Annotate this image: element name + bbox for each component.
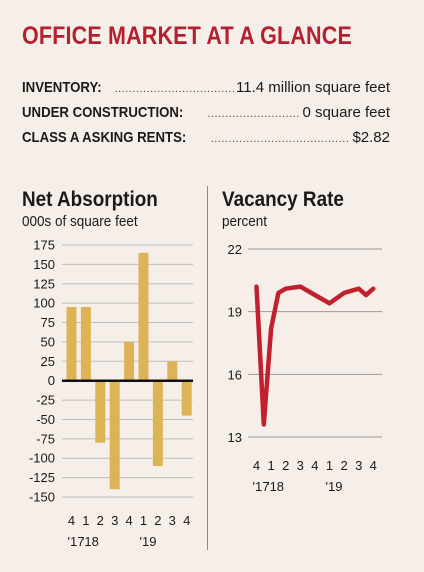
absorption-y-tick-label: 75	[41, 315, 55, 330]
absorption-year-label: '17	[68, 534, 85, 549]
stat-leader: ......................................	[114, 83, 234, 95]
absorption-year-label: '18	[82, 534, 99, 549]
absorption-x-tick-label: 4	[183, 513, 190, 528]
absorption-x-tick-label: 4	[68, 513, 75, 528]
absorption-y-tick-label: -150	[29, 490, 55, 505]
absorption-y-tick-label: -100	[29, 451, 55, 466]
page-title: OFFICE MARKET AT A GLANCE	[22, 22, 352, 50]
absorption-chart-subtitle: 000s of square feet	[22, 213, 138, 230]
vacancy-year-label: '17	[253, 479, 270, 494]
absorption-year-label: '19	[140, 534, 157, 549]
absorption-y-tick-label: -50	[36, 412, 55, 427]
absorption-y-tick-label: 175	[33, 238, 55, 253]
stat-under-construction: UNDER CONSTRUCTION: ....................…	[22, 104, 390, 124]
vacancy-x-tick-label: 4	[253, 458, 260, 473]
absorption-bar	[138, 252, 149, 381]
vacancy-series-line	[254, 284, 376, 427]
absorption-y-tick-label: -125	[29, 470, 55, 485]
absorption-x-tick-label: 3	[169, 513, 176, 528]
stat-value: 0 square feet	[302, 104, 390, 121]
stat-inventory: INVENTORY: .............................…	[22, 79, 390, 99]
vacancy-y-tick-label: 22	[228, 242, 242, 257]
stat-leader: ......................................	[207, 108, 300, 120]
absorption-bar	[80, 307, 91, 381]
panel-divider	[207, 186, 208, 550]
absorption-y-tick-label: -75	[36, 431, 55, 446]
absorption-x-tick-label: 1	[140, 513, 147, 528]
absorption-x-tick-label: 2	[154, 513, 161, 528]
vacancy-x-tick-label: 1	[326, 458, 333, 473]
vacancy-year-label: '18	[267, 479, 284, 494]
absorption-bar	[181, 380, 192, 416]
stat-class-a-rents: CLASS A ASKING RENTS: ..................…	[22, 129, 390, 149]
absorption-y-tick-label: -25	[36, 393, 55, 408]
stat-label: UNDER CONSTRUCTION:	[22, 104, 184, 121]
absorption-x-tick-label: 3	[111, 513, 118, 528]
absorption-y-tick-label: 0	[48, 373, 55, 388]
absorption-x-tick-label: 2	[97, 513, 104, 528]
vacancy-x-tick-label: 3	[355, 458, 362, 473]
absorption-bar	[109, 380, 120, 490]
absorption-y-tick-label: 25	[41, 354, 55, 369]
absorption-y-tick-label: 50	[41, 334, 55, 349]
stat-value: $2.82	[352, 129, 390, 146]
absorption-x-tick-label: 4	[125, 513, 132, 528]
absorption-bar	[167, 361, 178, 381]
stat-value: 11.4 million square feet	[236, 79, 390, 96]
vacancy-y-tick-label: 19	[228, 305, 242, 320]
absorption-bar	[152, 380, 163, 466]
vacancy-y-tick-label: 13	[228, 430, 242, 445]
stat-label: INVENTORY:	[22, 79, 102, 96]
vacancy-y-tick-label: 16	[228, 367, 242, 382]
vacancy-x-tick-label: 2	[340, 458, 347, 473]
absorption-bar	[95, 380, 106, 443]
absorption-bar	[66, 307, 77, 381]
vacancy-x-tick-label: 4	[370, 458, 377, 473]
vacancy-chart-subtitle: percent	[222, 213, 268, 230]
absorption-x-tick-label: 1	[82, 513, 89, 528]
vacancy-x-tick-label: 4	[311, 458, 318, 473]
absorption-y-tick-label: 150	[33, 257, 55, 272]
absorption-bar	[124, 341, 135, 381]
vacancy-year-label: '19	[326, 479, 343, 494]
vacancy-x-tick-label: 3	[297, 458, 304, 473]
absorption-chart-title: Net Absorption	[22, 188, 158, 211]
vacancy-x-tick-label: 2	[282, 458, 289, 473]
vacancy-chart-title: Vacancy Rate	[222, 188, 344, 211]
vacancy-x-tick-label: 1	[267, 458, 274, 473]
stat-leader: ........................................…	[210, 133, 351, 145]
absorption-y-tick-label: 100	[33, 296, 55, 311]
absorption-y-tick-label: 125	[33, 276, 55, 291]
stat-label: CLASS A ASKING RENTS:	[22, 129, 187, 146]
